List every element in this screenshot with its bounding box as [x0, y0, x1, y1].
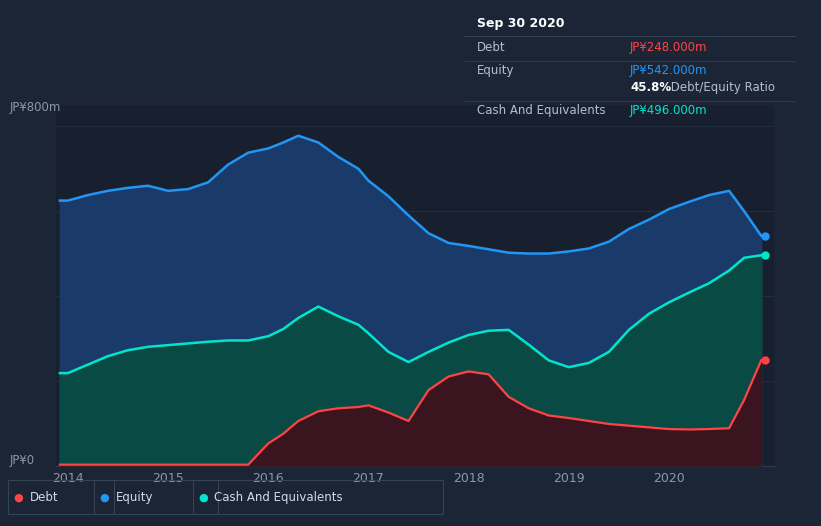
Text: JP¥248.000m: JP¥248.000m — [631, 41, 708, 54]
Text: Debt: Debt — [30, 491, 58, 504]
Text: Debt: Debt — [477, 41, 506, 54]
Text: JP¥800m: JP¥800m — [10, 102, 62, 114]
Text: Cash And Equivalents: Cash And Equivalents — [477, 105, 606, 117]
Text: Cash And Equivalents: Cash And Equivalents — [214, 491, 343, 504]
Text: JP¥542.000m: JP¥542.000m — [631, 64, 708, 77]
Text: Sep 30 2020: Sep 30 2020 — [477, 16, 565, 29]
Text: Equity: Equity — [477, 64, 515, 77]
Text: JP¥0: JP¥0 — [10, 454, 35, 467]
Text: Equity: Equity — [116, 491, 154, 504]
Text: ●: ● — [198, 492, 208, 502]
Text: ●: ● — [13, 492, 23, 502]
Text: 45.8%: 45.8% — [631, 82, 672, 94]
Text: JP¥496.000m: JP¥496.000m — [631, 105, 708, 117]
Text: ●: ● — [99, 492, 109, 502]
Text: Debt/Equity Ratio: Debt/Equity Ratio — [667, 82, 775, 94]
